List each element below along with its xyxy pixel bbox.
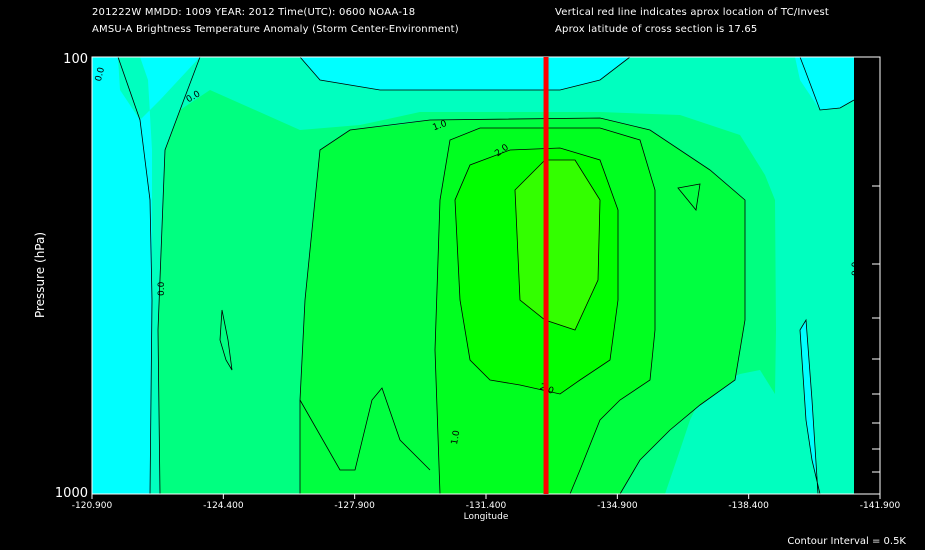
x-tick-label: -138.400 bbox=[728, 501, 769, 511]
header-right-1: Vertical red line indicates aprox locati… bbox=[555, 7, 830, 18]
contour-line-lower-left bbox=[299, 387, 431, 471]
contour-line-spike-left bbox=[219, 309, 233, 371]
contour-line-05 bbox=[299, 117, 746, 495]
no-data-strip bbox=[854, 57, 880, 494]
contour-line-bump-right bbox=[677, 183, 701, 211]
header-line-1: 201222W MMDD: 1009 YEAR: 2012 Time(UTC):… bbox=[92, 7, 416, 18]
contour-line-10 bbox=[434, 127, 656, 495]
contour-line-15 bbox=[454, 147, 619, 395]
contour-label: 0.0 bbox=[94, 66, 107, 83]
x-tick-label: -131.400 bbox=[466, 501, 507, 511]
x-tick-label: -127.900 bbox=[334, 501, 375, 511]
contour-label: 1.0 bbox=[450, 429, 462, 445]
x-tick-label: -124.400 bbox=[203, 501, 244, 511]
x-tick-label: -141.900 bbox=[860, 501, 901, 511]
y-axis-title: Pressure (hPa) bbox=[33, 232, 47, 318]
contour-line-0e bbox=[299, 56, 631, 91]
contour-label: 1.0 bbox=[431, 119, 448, 133]
x-tick-label: -134.900 bbox=[597, 501, 638, 511]
x-tick-label: -120.900 bbox=[72, 501, 113, 511]
contour-label: 0.0 bbox=[157, 281, 167, 296]
contour-line-0b bbox=[157, 56, 201, 495]
contour-interval-label: Contour Interval = 0.5K bbox=[787, 536, 906, 547]
x-axis-title: Longitude bbox=[464, 512, 509, 522]
header-line-2: AMSU-A Brightness Temperature Anomaly (S… bbox=[92, 24, 459, 35]
contour-line-0d bbox=[799, 56, 855, 111]
header-right-2: Aprox latitude of cross section is 17.65 bbox=[555, 24, 758, 35]
anomaly-region-core bbox=[515, 160, 600, 330]
contour-label: 0.0 bbox=[851, 261, 861, 276]
contour-line-20 bbox=[514, 159, 601, 331]
contour-line-0c bbox=[799, 318, 821, 495]
y-tick-label-top: 100 bbox=[63, 52, 88, 67]
y-tick-label-bottom: 1000 bbox=[55, 486, 88, 501]
contour-line-0a bbox=[117, 56, 153, 495]
